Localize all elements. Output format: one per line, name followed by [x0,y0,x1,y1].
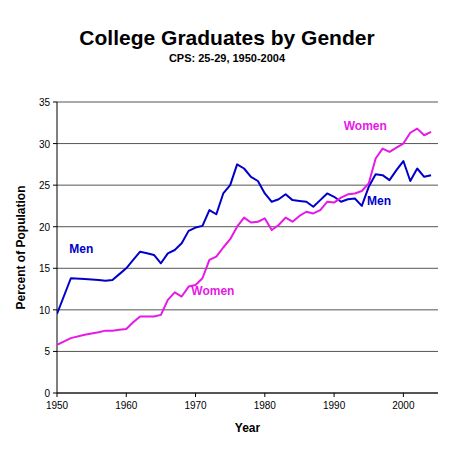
y-axis-label: Percent of Population [14,185,28,309]
y-tick-label: 30 [39,139,51,150]
chart: College Graduates by Gender CPS: 25-29, 1… [0,0,454,451]
series-line [57,129,431,345]
x-axis [57,393,438,394]
annotation: Men [367,194,391,208]
y-tick [53,268,57,269]
series-line [57,161,431,314]
y-tick [53,309,57,310]
subtitle: CPS: 25-29, 1950-2004 [169,52,286,64]
x-tick-label: 1980 [254,400,277,411]
title: College Graduates by Gender [79,26,374,49]
background [0,0,454,451]
plot-area [57,129,431,345]
y-tick-label: 5 [44,346,50,357]
y-tick-label: 20 [39,222,51,233]
x-axis-label: Year [235,421,261,435]
y-tick-label: 15 [39,263,51,274]
x-tick-label: 1960 [115,400,138,411]
annotation: Women [344,119,387,133]
x-tick-label: 1990 [323,400,346,411]
x-tick [126,393,127,397]
y-tick-label: 35 [39,97,51,108]
x-tick [57,393,58,397]
y-tick [53,143,57,144]
grid-line [57,351,438,352]
y-tick [53,393,57,394]
y-tick-label: 10 [39,305,51,316]
y-tick [53,185,57,186]
grid-line [57,185,438,186]
grid-line [57,393,438,394]
x-tick [264,393,265,397]
grid-line [57,226,438,227]
grid-line [57,309,438,310]
grid-line [57,143,438,144]
annotation: Women [191,284,234,298]
x-tick [403,393,404,397]
x-tick [334,393,335,397]
y-tick-label: 25 [39,180,51,191]
annotation: Men [69,242,93,256]
y-axis [57,102,58,393]
y-tick [53,226,57,227]
grid-line [57,268,438,269]
y-tick [53,351,57,352]
x-tick-label: 2000 [392,400,415,411]
y-tick [53,102,57,103]
x-tick-label: 1970 [184,400,207,411]
grid-line [57,102,438,103]
x-tick [195,393,196,397]
x-tick-label: 1950 [46,400,69,411]
y-tick-label: 0 [44,388,50,399]
